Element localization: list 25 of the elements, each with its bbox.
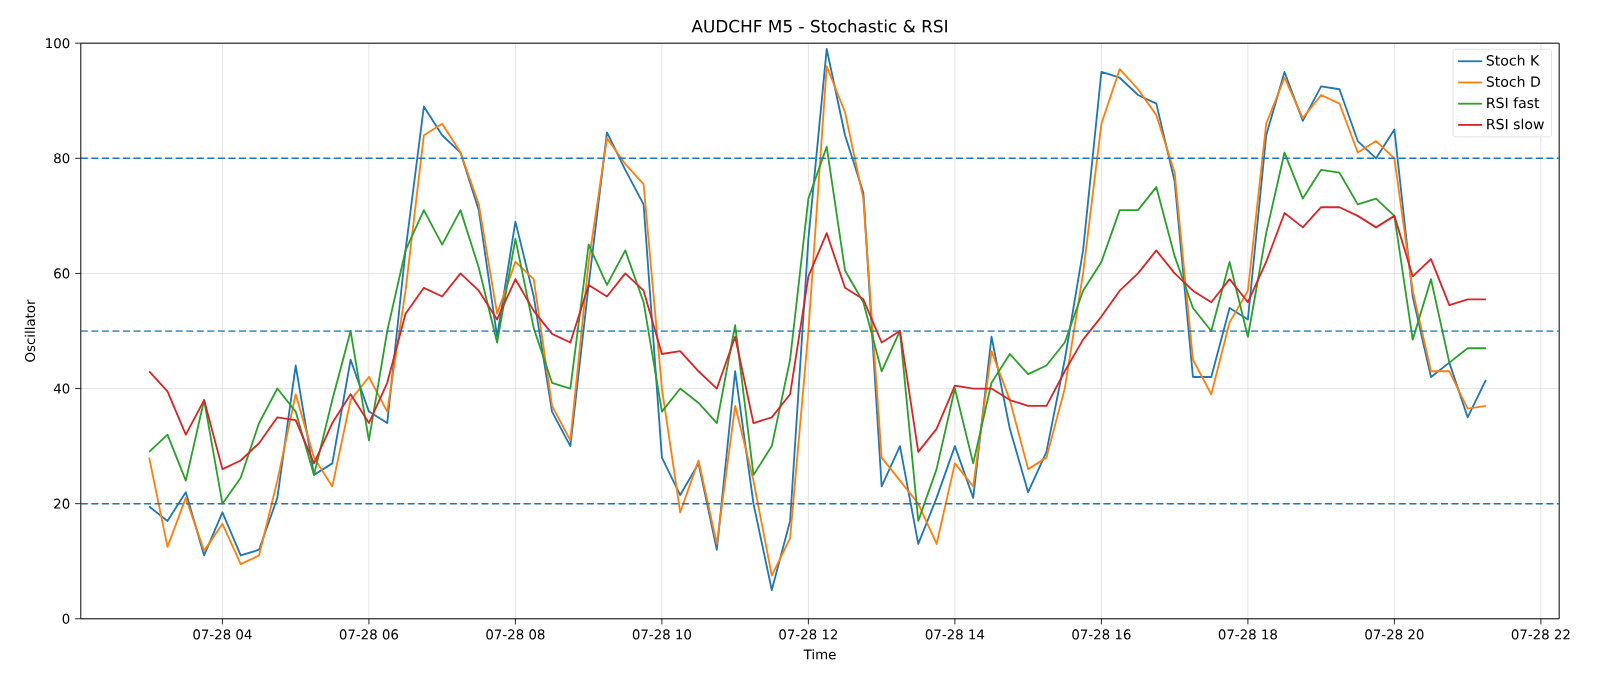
- y-tick-label: 40: [53, 383, 70, 394]
- x-tick-label: 07-28 16: [1072, 629, 1131, 640]
- chart-title: AUDCHF M5 - Stochastic & RSI: [691, 19, 947, 33]
- x-tick-label: 07-28 22: [1511, 629, 1570, 640]
- y-tick-label: 60: [54, 268, 70, 279]
- x-tick-label: 07-28 18: [1218, 629, 1277, 640]
- x-tick-label: 07-28 08: [486, 629, 545, 640]
- legend-label: Stoch D: [1486, 76, 1540, 87]
- line-series: [148, 145, 1487, 522]
- legend-label: RSI fast: [1487, 97, 1540, 109]
- x-tick-label: 07-28 10: [632, 629, 692, 640]
- y-axis-title: Oscillator: [24, 299, 36, 362]
- x-tick-label: 07-28 14: [925, 629, 985, 640]
- x-tick-label: 07-28 04: [193, 629, 252, 640]
- line-series: [148, 206, 1487, 471]
- x-axis-title: Time: [803, 649, 836, 660]
- x-tick-label: 07-28 12: [779, 629, 838, 640]
- x-tick-label: 07-28 06: [339, 629, 399, 640]
- legend-label: Stoch K: [1486, 54, 1540, 66]
- y-tick-label: 80: [54, 153, 70, 164]
- y-tick-label: 20: [54, 498, 70, 509]
- legend-label: RSI slow: [1487, 118, 1544, 130]
- y-tick-label: 0: [62, 613, 70, 624]
- y-tick-label: 100: [46, 38, 70, 49]
- x-tick-label: 07-28 20: [1365, 629, 1424, 640]
